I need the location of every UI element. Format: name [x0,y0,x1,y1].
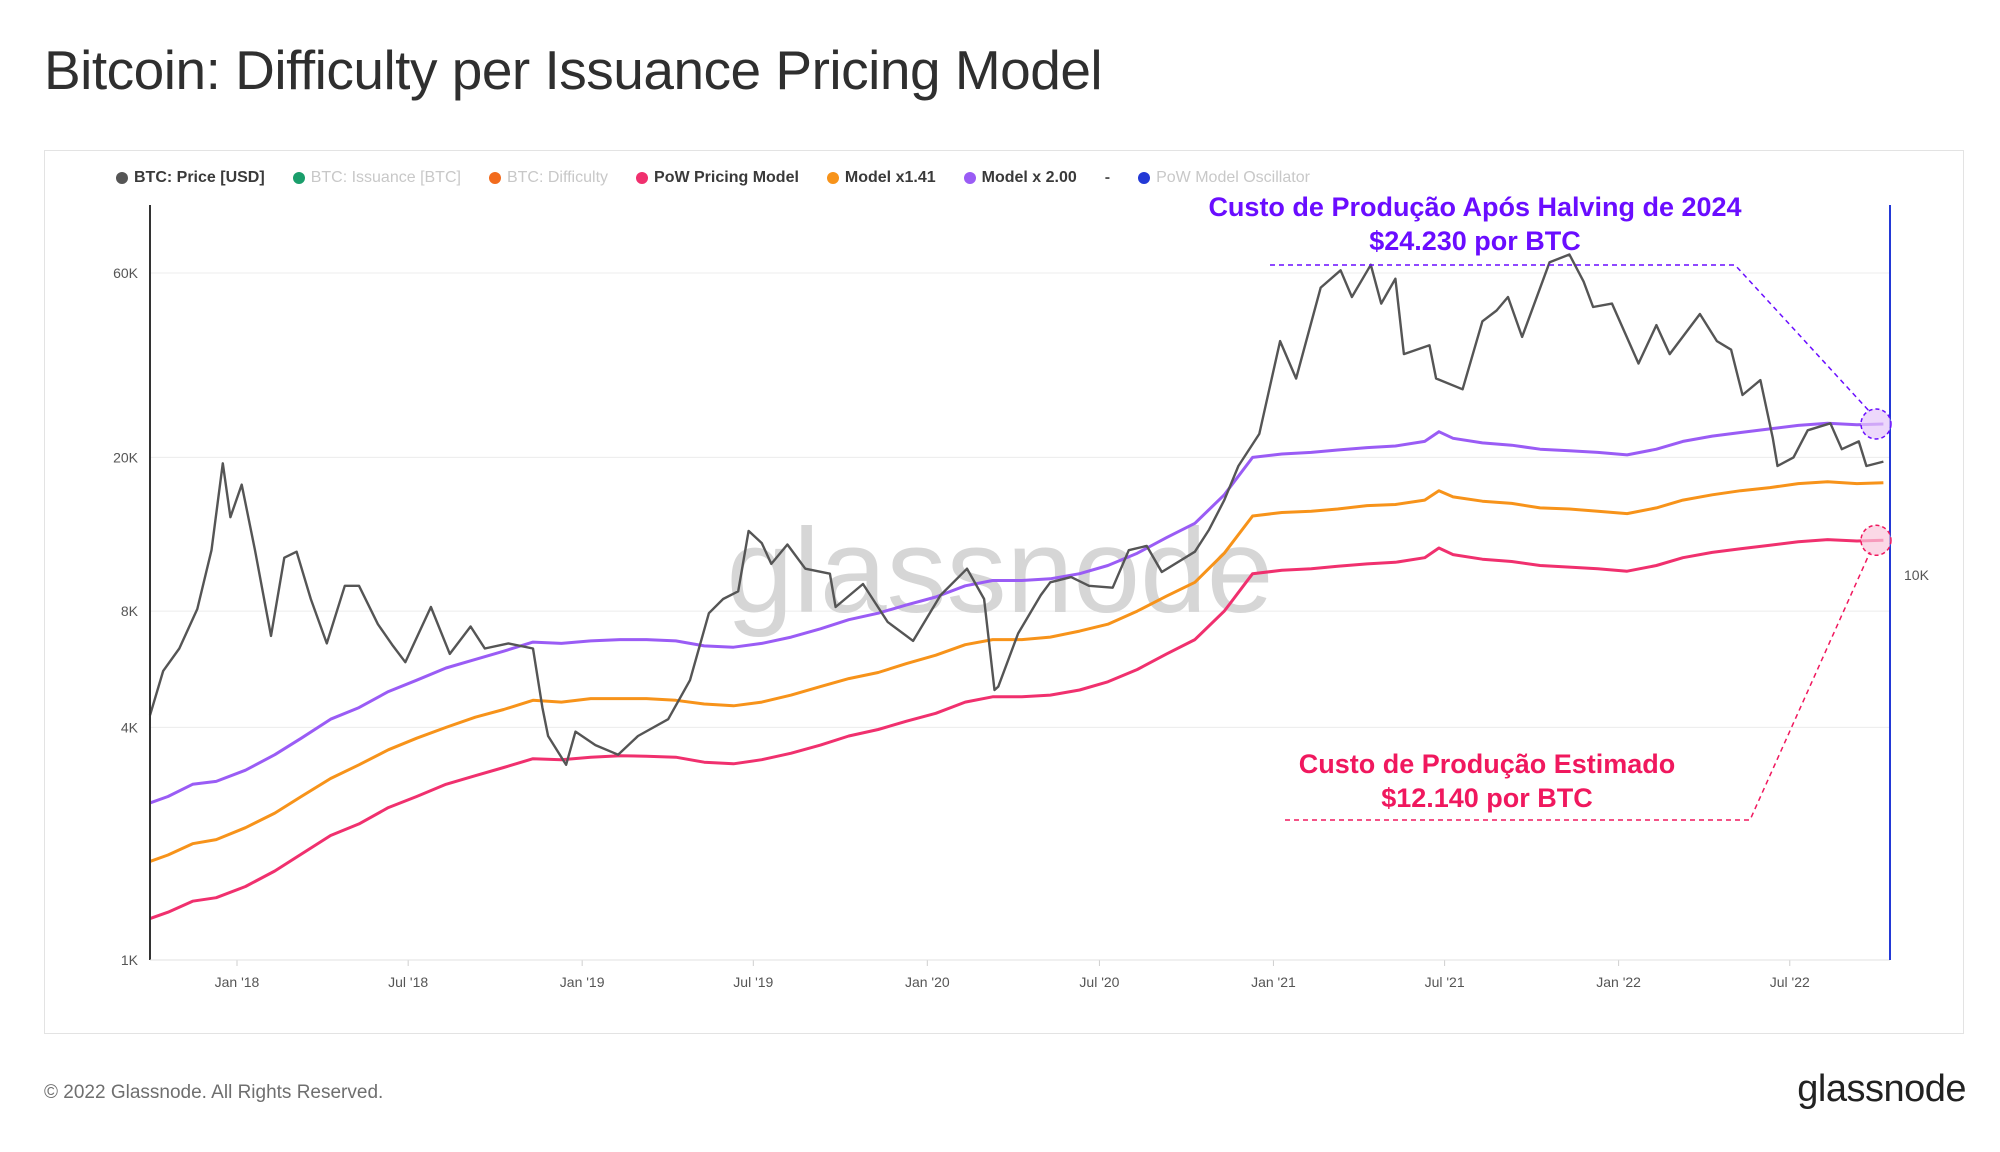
legend-separator: - [1104,169,1111,186]
legend-dot-icon [488,172,501,184]
x-tick-label: Jul '19 [733,974,773,990]
x-tick-label: Jul '20 [1079,974,1119,990]
glassnode-logo: glassnode [1797,1068,1966,1110]
legend-label: PoW Model Oscillator [1156,169,1310,186]
legend-dot-icon [116,172,128,184]
footer-copyright: © 2022 Glassnode. All Rights Reserved. [44,1082,384,1103]
chart-legend: BTC: Price [USD] BTC: Issuance [BTC] BTC… [116,168,1338,188]
legend-dot-icon [292,172,305,184]
y-tick-label: 8K [121,603,139,619]
axes: 1K 4K 8K 20K 60K Jan '18 Jul '18 Jan '19 Jul '19… [113,205,1930,990]
x-tick-label: Jul '18 [388,974,428,990]
x-tick-label: Jan '19 [560,974,605,990]
legend-label: Model x1.41 [844,169,936,186]
x-tick-label: Jan '22 [1596,974,1641,990]
x-tick-label: Jan '21 [1251,974,1296,990]
lower-highlight-circle [1860,524,1892,557]
legend-label: BTC: Issuance [BTC] [310,169,461,186]
upper-annotation-line2: $24.230 por BTC [1369,226,1581,256]
series-btc-price [148,253,1884,766]
series-model-x200 [149,421,1884,805]
legend-dot-icon [1138,172,1151,184]
series-layer [148,253,1884,921]
upper-leader-line [1270,264,1871,413]
lower-annotation-line2: $12.140 por BTC [1381,783,1593,813]
legend-dot-icon [963,172,976,184]
x-tick-label: Jan '18 [215,974,260,990]
annotations: Custo de Produção Após Halving de 2024 $2… [1208,192,1892,821]
x-tick-label: Jul '22 [1770,974,1810,990]
lower-annotation-line1: Custo de Produção Estimado [1299,749,1676,779]
legend-label: PoW Pricing Model [654,169,799,186]
legend-dot-icon [636,172,649,184]
y-tick-label: 60K [113,265,139,281]
legend-item-btc-difficulty[interactable]: BTC: Difficulty [488,169,609,187]
series-model-x141 [149,480,1884,863]
y-tick-label: 20K [113,449,139,465]
legend-item-btc-issuance[interactable]: BTC: Issuance [BTC] [292,169,461,187]
legend-label: BTC: Price [USD] [134,169,265,186]
upper-annotation-line1: Custo de Produção Após Halving de 2024 [1208,192,1741,222]
y-tick-label: 1K [121,952,139,968]
legend-item-model-x141[interactable]: Model x1.41 [826,169,936,187]
legend-item-model-x200[interactable]: Model x 2.00 [963,169,1077,187]
legend-item-pow-pricing-model[interactable]: PoW Pricing Model [636,169,799,187]
upper-highlight-circle [1860,408,1892,440]
legend-label: BTC: Difficulty [506,169,609,186]
legend-item-pow-oscillator[interactable]: PoW Model Oscillator [1138,169,1310,187]
right-axis-label: 10K [1904,567,1930,583]
lower-leader-line [1285,551,1871,821]
legend-label: Model x 2.00 [981,169,1077,186]
legend-dot-icon [826,172,839,184]
chart-frame [44,150,1964,1034]
x-tick-label: Jan '20 [905,974,950,990]
y-tick-label: 4K [121,719,139,735]
legend-item-btc-price[interactable]: BTC: Price [USD] [116,169,265,187]
series-pow-pricing-model [149,538,1884,921]
page-title: Bitcoin: Difficulty per Issuance Pricing… [44,39,1103,101]
x-tick-label: Jul '21 [1425,974,1465,990]
